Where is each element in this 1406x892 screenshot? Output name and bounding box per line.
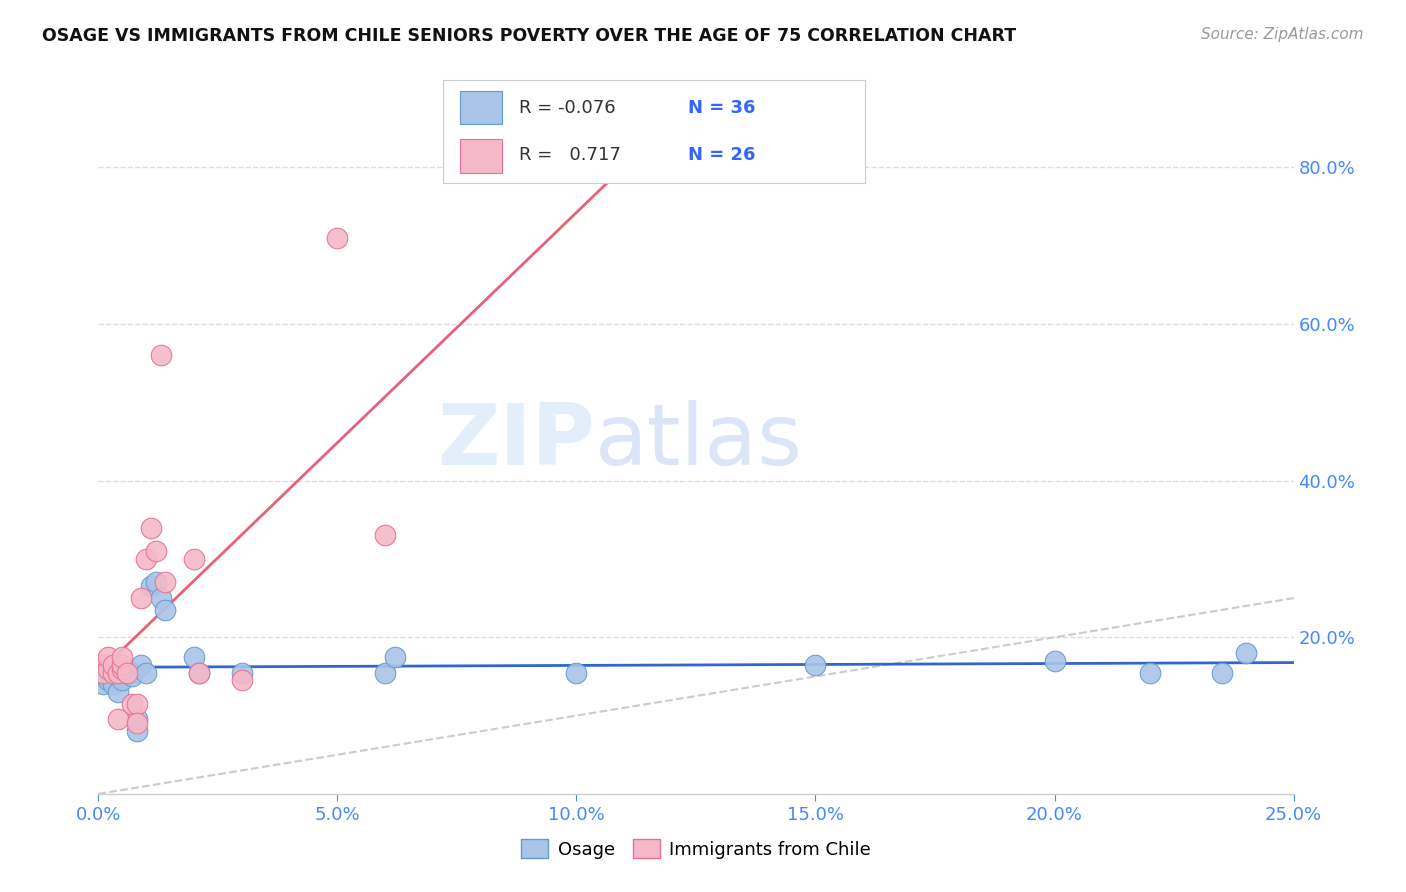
Point xyxy=(145,544,167,558)
Point xyxy=(97,662,120,676)
Point xyxy=(183,649,205,664)
Text: R = -0.076: R = -0.076 xyxy=(519,99,616,117)
Point xyxy=(91,665,114,680)
Point xyxy=(91,677,114,691)
Point xyxy=(125,713,148,727)
Point xyxy=(139,521,162,535)
Point xyxy=(107,665,129,680)
Point xyxy=(384,649,406,664)
Point xyxy=(131,657,153,672)
Point xyxy=(1043,654,1066,668)
Point xyxy=(101,665,124,680)
Point xyxy=(101,673,124,688)
Point xyxy=(804,657,827,672)
Point xyxy=(131,591,153,606)
Point xyxy=(97,649,120,664)
Point xyxy=(111,673,134,688)
Point xyxy=(326,231,349,245)
Text: atlas: atlas xyxy=(595,400,803,483)
Point xyxy=(374,528,396,542)
Point xyxy=(111,665,134,680)
Point xyxy=(97,673,120,688)
Text: N = 26: N = 26 xyxy=(688,146,755,164)
Point xyxy=(97,669,120,683)
Point xyxy=(115,665,138,680)
Point xyxy=(111,657,134,672)
Point xyxy=(187,665,209,680)
Point xyxy=(149,348,172,362)
Point xyxy=(111,662,134,676)
Text: N = 36: N = 36 xyxy=(688,99,755,117)
Point xyxy=(107,665,129,680)
Point xyxy=(121,697,143,711)
Point xyxy=(187,665,209,680)
Point xyxy=(135,665,157,680)
Text: ZIP: ZIP xyxy=(437,400,595,483)
Point xyxy=(121,665,143,680)
Point xyxy=(125,697,148,711)
Point xyxy=(149,591,172,606)
Point xyxy=(1234,646,1257,660)
Point xyxy=(121,669,143,683)
Point xyxy=(374,665,396,680)
Text: OSAGE VS IMMIGRANTS FROM CHILE SENIORS POVERTY OVER THE AGE OF 75 CORRELATION CH: OSAGE VS IMMIGRANTS FROM CHILE SENIORS P… xyxy=(42,27,1017,45)
Point xyxy=(107,713,129,727)
Point xyxy=(91,665,114,680)
Text: Source: ZipAtlas.com: Source: ZipAtlas.com xyxy=(1201,27,1364,42)
Point xyxy=(1211,665,1233,680)
Point xyxy=(101,677,124,691)
Point xyxy=(115,662,138,676)
FancyBboxPatch shape xyxy=(460,91,502,124)
Point xyxy=(139,579,162,593)
Point xyxy=(1139,665,1161,680)
Point xyxy=(107,685,129,699)
Point xyxy=(101,657,124,672)
Point xyxy=(115,665,138,680)
Point xyxy=(111,662,134,676)
Point xyxy=(125,724,148,739)
Point xyxy=(231,673,253,688)
Point xyxy=(101,665,124,680)
Point xyxy=(125,716,148,731)
Point xyxy=(565,665,588,680)
Point xyxy=(183,552,205,566)
Point xyxy=(145,575,167,590)
Point xyxy=(155,575,177,590)
Legend: Osage, Immigrants from Chile: Osage, Immigrants from Chile xyxy=(515,832,877,866)
Point xyxy=(91,657,114,672)
Point xyxy=(231,665,253,680)
Text: R =   0.717: R = 0.717 xyxy=(519,146,620,164)
FancyBboxPatch shape xyxy=(460,139,502,173)
Point xyxy=(107,669,129,683)
Point xyxy=(155,603,177,617)
Point xyxy=(135,552,157,566)
Point xyxy=(111,649,134,664)
